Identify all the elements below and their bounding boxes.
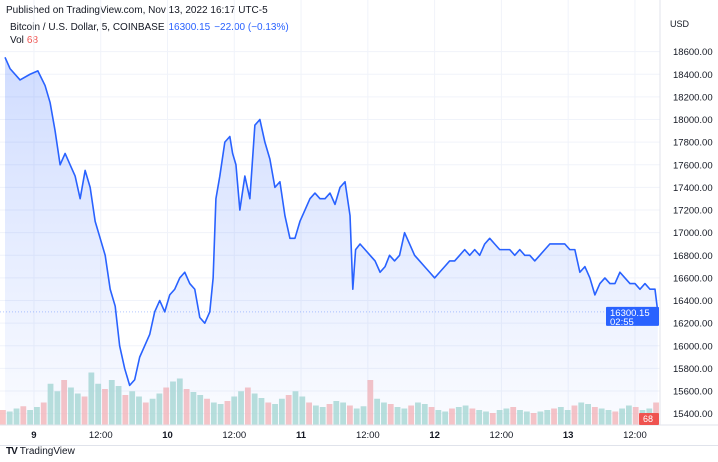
time-tick-label: 13 [563, 430, 574, 441]
volume-value: 68 [26, 35, 39, 46]
currency-label: USD [670, 19, 690, 29]
chart-legend: Bitcoin / U.S. Dollar, 5, COINBASE 16300.… [10, 21, 289, 47]
price-change: −22.00 (−0.13%) [214, 22, 289, 33]
last-volume-text: 68 [643, 414, 653, 424]
time-tick-label: 9 [31, 430, 36, 441]
price-tick-label: 16600.00 [673, 273, 713, 284]
countdown-label: 02:55 [610, 317, 634, 328]
time-tick-label: 12:00 [623, 430, 647, 441]
price-axis: 15400.00 15600.00 15800.00 16000.00 16200.00… [673, 47, 713, 420]
time-tick-label: 10 [162, 430, 173, 441]
price-tick-label: 18600.00 [673, 47, 713, 58]
time-tick-label: 12:00 [356, 430, 380, 441]
price-tick-label: 15600.00 [673, 387, 713, 398]
price-tick-label: 17400.00 [673, 183, 713, 194]
footer-divider [0, 445, 718, 446]
price-tick-label: 15800.00 [673, 364, 713, 375]
last-price-label: 16300.15 02:55 [606, 306, 659, 328]
published-info: Published on TradingView.com, Nov 13, 20… [6, 5, 268, 16]
price-tick-label: 16800.00 [673, 251, 713, 262]
price-tick-label: 18200.00 [673, 92, 713, 103]
time-tick-label: 11 [296, 430, 307, 441]
last-price-label-text: 16300.15 [610, 308, 650, 319]
last-price: 16300.15 [168, 22, 211, 33]
symbol-title: Bitcoin / U.S. Dollar, 5, COINBASE [10, 22, 165, 33]
price-tick-label: 17600.00 [673, 160, 713, 171]
footer: TV TradingView [6, 446, 75, 457]
price-tick-label: 16000.00 [673, 341, 713, 352]
time-tick-label: 12:00 [89, 430, 113, 441]
time-tick-label: 12:00 [222, 430, 246, 441]
price-tick-label: 16200.00 [673, 319, 713, 330]
price-tick-label: 15400.00 [673, 409, 713, 420]
last-volume-label: 68 [639, 413, 659, 425]
volume-bar [0, 410, 6, 425]
price-tick-label: 17000.00 [673, 228, 713, 239]
price-area [5, 57, 658, 426]
price-line [4, 56, 659, 387]
time-axis: 9 12:00 10 12:00 11 12:00 12 12:00 13 12:00 [31, 430, 647, 441]
price-tick-label: 16400.00 [673, 296, 713, 307]
brand-name[interactable]: TradingView [19, 446, 75, 457]
price-tick-label: 18000.00 [673, 115, 713, 126]
time-tick-label: 12:00 [490, 430, 514, 441]
price-tick-label: 17800.00 [673, 138, 713, 149]
price-tick-label: 17200.00 [673, 206, 713, 217]
time-tick-label: 12 [429, 430, 440, 441]
volume-label: Vol [10, 35, 24, 46]
price-tick-label: 18400.00 [673, 70, 713, 81]
tradingview-logo-icon: TV [6, 446, 18, 457]
